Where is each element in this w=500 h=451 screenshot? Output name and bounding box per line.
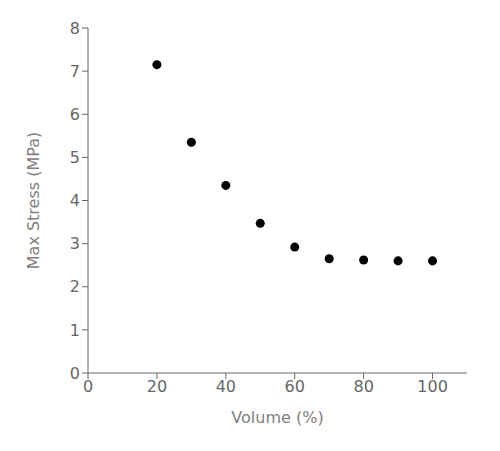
svg-text:1: 1: [70, 321, 80, 340]
svg-text:0: 0: [83, 377, 93, 396]
svg-text:100: 100: [417, 377, 448, 396]
svg-text:Volume (%): Volume (%): [231, 408, 323, 427]
svg-text:8: 8: [70, 19, 80, 38]
svg-text:0: 0: [70, 364, 80, 383]
svg-text:5: 5: [70, 148, 80, 167]
svg-text:2: 2: [70, 277, 80, 296]
svg-text:6: 6: [70, 105, 80, 124]
svg-text:3: 3: [70, 234, 80, 253]
svg-text:80: 80: [353, 377, 373, 396]
svg-text:7: 7: [70, 62, 80, 81]
svg-text:60: 60: [285, 377, 305, 396]
svg-text:4: 4: [70, 191, 80, 210]
svg-text:20: 20: [147, 377, 167, 396]
svg-text:Max Stress (MPa): Max Stress (MPa): [24, 132, 43, 269]
svg-text:40: 40: [216, 377, 236, 396]
